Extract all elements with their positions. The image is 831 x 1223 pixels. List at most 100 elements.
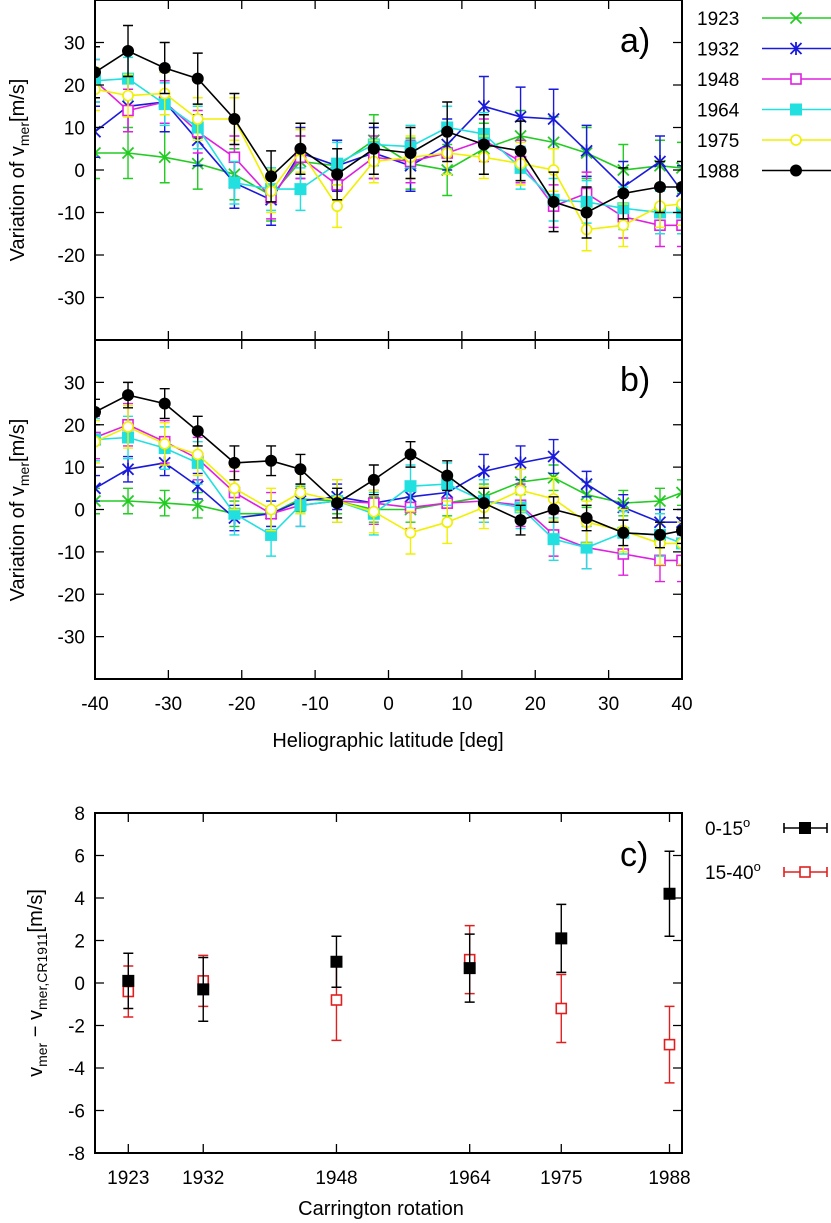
panel-a-ytick-label: 20 (64, 76, 85, 97)
panel-c-xtick-label: 1932 (182, 1168, 224, 1189)
panel-a-point-1988 (331, 168, 344, 181)
panel-b-point-1923 (158, 497, 171, 510)
panel-c-ytick-label: -2 (68, 1017, 85, 1038)
panel-a-point-1975 (331, 200, 343, 212)
panel-a-point-1988 (676, 181, 682, 193)
panel-c-point-0-15 (330, 955, 343, 968)
panel-b-point-1988 (95, 406, 101, 419)
panel-a-point-1988 (514, 144, 527, 157)
panel-c-ylabel: vmer − vmer,CR1911[m/s] (25, 889, 50, 1077)
panel-b-point-1988 (228, 456, 241, 469)
panel-b-line-1988 (95, 394, 682, 536)
legend-marker-1932 (789, 42, 803, 55)
panel-b-point-1975 (228, 482, 241, 495)
panel-a-plot-layer (95, 24, 682, 252)
panel-a-line-1975 (95, 88, 682, 231)
panel-a-series-group (95, 24, 682, 252)
panel-b-point-1975 (265, 503, 277, 516)
panel-a-point-1988 (191, 72, 204, 85)
panel-b-point-1988 (617, 526, 630, 539)
panel-b-point-1988 (265, 454, 278, 467)
panel-b-xtick-label: 40 (671, 694, 692, 715)
panel-a-frame (94, 0, 683, 341)
panel-c-point-0-15 (555, 932, 568, 945)
panel-a-yticks: 30 20 10 0 -10 -20 -30 (58, 0, 682, 340)
panel-c-point-15-40 (663, 1038, 676, 1051)
panel-c-point-15-40 (555, 1002, 568, 1015)
panel-a-point-1932 (477, 99, 491, 113)
panel-b-point-1975 (122, 421, 134, 433)
panel-b-ytick-label: -30 (58, 628, 85, 649)
panel-a-series-1948 (95, 58, 682, 248)
panel-b-point-1923 (675, 486, 682, 499)
panel-c-xtick-label: 1923 (107, 1168, 149, 1189)
legend-marker-1948 (790, 73, 802, 85)
panel-b-point-1932 (547, 450, 560, 464)
panel-a-ytick-label: 30 (64, 34, 85, 55)
panel-b-xtick-label: 20 (525, 694, 546, 715)
panel-b-ytick-label: 0 (74, 501, 85, 522)
panel-a-ytick-label: 10 (64, 119, 85, 140)
panel-a-point-1988 (122, 45, 135, 57)
panel-a-point-1988 (367, 142, 380, 155)
panel-c-legend-marker-15-40 (799, 866, 811, 878)
panel-c-xtick-label: 1988 (648, 1168, 690, 1189)
panel-b-line-1948 (95, 423, 682, 562)
panel-b-point-1923 (653, 494, 667, 508)
panel-c-ytick-label: 0 (74, 974, 85, 995)
panel-a-errorbar-1932 (95, 105, 100, 158)
panel-b-xticks: -40 -30 -20 -10 0 10 20 30 40 (81, 340, 693, 715)
panel-b-point-1988 (676, 524, 682, 537)
panel-b-line-1964 (95, 436, 682, 549)
legend-label-1932: 1932 (697, 40, 739, 61)
panel-b-point-1932 (477, 464, 491, 478)
panel-b-ytick-label: 10 (64, 458, 85, 479)
panel-a-ytick-label: 0 (74, 161, 85, 182)
panel-b-line-1932 (95, 455, 682, 524)
panel-b-point-1988 (514, 514, 527, 527)
panel-a-ytick-label: -10 (58, 204, 85, 225)
panel-b-series-1988 (95, 381, 682, 549)
panel-c-label: c) (620, 836, 648, 874)
panel-a-point-1988 (404, 147, 417, 159)
panel-c-ytick-label: 2 (74, 932, 85, 953)
panel-b-xtick-label: -20 (228, 694, 255, 715)
legend-marker-1975 (790, 134, 802, 146)
panel-b-point-1923 (95, 494, 102, 508)
panel-c-xtick-label: 1948 (315, 1168, 357, 1189)
panel-c-legend-name-0-15: 0-15 (705, 819, 743, 840)
panel-b-point-1975 (514, 484, 527, 497)
panel-c-frame (94, 812, 683, 1154)
panel-a-point-1988 (158, 62, 171, 74)
panel-a-ytick-label: -20 (58, 246, 85, 267)
panel-c-xlabel: Carrington rotation (298, 1198, 464, 1220)
panel-b-point-1988 (441, 469, 454, 482)
panel-a-point-1975 (122, 89, 134, 102)
panel-b-point-1948 (676, 554, 682, 567)
panel-b-point-1975 (368, 505, 380, 518)
panel-b-point-1923 (121, 494, 135, 508)
panel-c-xtick-label: 1964 (449, 1168, 492, 1189)
panel-c-plot-layer (122, 850, 676, 1084)
panel-b-point-1988 (367, 473, 380, 486)
panel-b-line-1923 (95, 476, 682, 515)
panel-b-ytick-label: -10 (58, 543, 85, 564)
legend-marker-1964 (790, 103, 802, 116)
panel-c-point-15-40 (330, 994, 343, 1006)
panel-a-point-1988 (653, 181, 666, 193)
panel-b-xtick-label: -30 (155, 694, 182, 715)
panel-b-ytick-label: 30 (64, 373, 85, 394)
panel-b-line-1975 (95, 426, 682, 545)
panel-a-point-1975 (676, 198, 682, 210)
panel-b-xtick-label: 30 (598, 694, 619, 715)
panel-b-point-1988 (191, 425, 204, 438)
panel-c-ytick-label: 8 (74, 804, 85, 825)
panel-c-ytick-label: -4 (68, 1059, 85, 1080)
panel-b-xtick-label: -10 (301, 694, 328, 715)
panel-c-xticks: 1923 1932 1948 1964 1975 1988 (107, 813, 691, 1189)
panel-b-yticks: 30 20 10 0 -10 -20 -30 (58, 373, 682, 649)
panel-b-xtick-label: 0 (383, 694, 394, 715)
panel-b-errorbar-1988 (677, 517, 682, 545)
